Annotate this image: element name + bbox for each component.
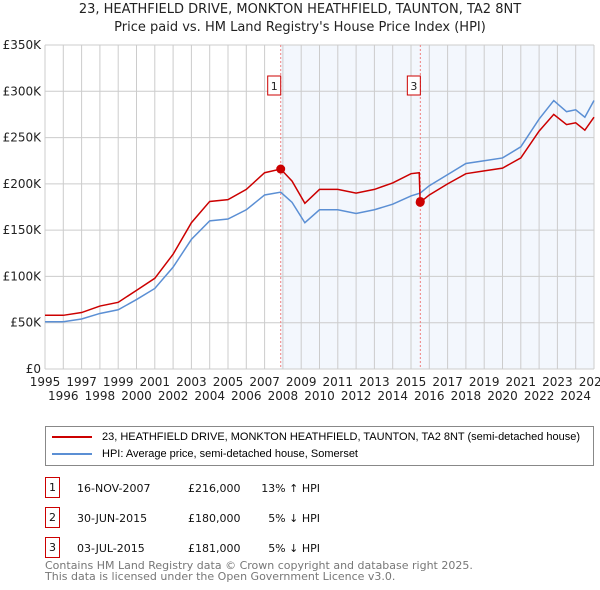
footer-line-1: Contains HM Land Registry data © Crown c… <box>45 559 473 572</box>
x-tick-label: 2024 <box>560 389 591 403</box>
x-tick-label: 2025 <box>579 375 600 389</box>
y-tick-label: £150K <box>3 223 43 237</box>
x-tick-label: 2005 <box>213 375 244 389</box>
sale-point <box>276 164 286 174</box>
series-line <box>45 99 595 323</box>
sale-point <box>415 196 425 206</box>
transaction-price: £180,000 <box>188 512 241 525</box>
chart-subtitle: Price paid vs. HM Land Registry's House … <box>114 20 486 35</box>
legend-property: 23, HEATHFIELD DRIVE, MONKTON HEATHFIELD… <box>102 431 581 443</box>
transaction-price: £181,000 <box>188 542 241 555</box>
transaction-marker: 3 <box>45 537 60 558</box>
x-tick-label: 2012 <box>341 389 372 403</box>
x-tick-label: 2001 <box>140 375 171 389</box>
transaction-hpi: 5% ↓ HPI <box>268 542 320 555</box>
x-tick-label: 2020 <box>487 389 518 403</box>
x-tick-label: 1999 <box>103 375 134 389</box>
y-tick-label: £50K <box>10 316 42 330</box>
transaction-row: 1 16-NOV-2007 £216,000 13% ↑ HPI <box>45 477 445 502</box>
y-tick-label: £200K <box>3 177 43 191</box>
sale-marker-label: 1 <box>267 75 282 96</box>
x-tick-label: 2003 <box>176 375 207 389</box>
x-tick-label: 2021 <box>506 375 537 389</box>
x-tick-label: 1998 <box>85 389 116 403</box>
x-tick-label: 2016 <box>414 389 445 403</box>
footer: Contains HM Land Registry data © Crown c… <box>45 560 473 582</box>
x-tick-label: 2013 <box>359 375 390 389</box>
transaction-hpi: 5% ↓ HPI <box>268 512 320 525</box>
x-tick-label: 2018 <box>451 389 482 403</box>
x-tick-label: 1997 <box>66 375 97 389</box>
sale-label-box <box>406 75 421 96</box>
transaction-date: 30-JUN-2015 <box>77 512 148 525</box>
legend-hpi: HPI: Average price, semi-detached house,… <box>102 448 358 460</box>
transaction-marker: 1 <box>45 477 60 498</box>
x-tick-label: 2023 <box>542 375 573 389</box>
x-tick-label: 2014 <box>377 389 408 403</box>
x-tick-label: 2000 <box>121 389 152 403</box>
x-tick-label: 2019 <box>469 375 500 389</box>
y-tick-label: £250K <box>3 131 43 145</box>
x-tick-label: 2009 <box>286 375 317 389</box>
chart-title: 23, HEATHFIELD DRIVE, MONKTON HEATHFIELD… <box>78 2 522 17</box>
x-tick-label: 2017 <box>432 375 463 389</box>
legend: 23, HEATHFIELD DRIVE, MONKTON HEATHFIELD… <box>45 426 594 466</box>
sale-label-text: 3 <box>410 80 417 93</box>
y-tick-label: £100K <box>3 269 43 283</box>
x-tick-label: 2006 <box>231 389 262 403</box>
x-tick-label: 2010 <box>304 389 335 403</box>
x-tick-label: 2008 <box>268 389 299 403</box>
y-tick-label: £0 <box>26 362 41 376</box>
transaction-row: 2 30-JUN-2015 £180,000 5% ↓ HPI <box>45 507 445 532</box>
y-tick-label: £300K <box>3 84 43 98</box>
transaction-marker: 2 <box>45 507 60 528</box>
legend-blue-line <box>52 453 92 455</box>
transaction-row: 3 03-JUL-2015 £181,000 5% ↓ HPI <box>45 537 445 562</box>
shaded-region <box>280 45 594 369</box>
y-tick-label: £350K <box>3 38 43 52</box>
price-chart: 1995199619971998199920002001200220032004… <box>3 38 600 403</box>
sale-marker-label: 3 <box>406 75 421 96</box>
footer-line-2: This data is licensed under the Open Gov… <box>45 570 396 583</box>
transaction-hpi: 13% ↑ HPI <box>261 482 320 495</box>
x-tick-label: 2015 <box>396 375 427 389</box>
x-tick-label: 2011 <box>323 375 354 389</box>
series-line <box>45 113 595 317</box>
sale-label-box <box>267 75 282 96</box>
x-tick-label: 2007 <box>249 375 280 389</box>
x-tick-label: 2002 <box>158 389 189 403</box>
transaction-date: 16-NOV-2007 <box>77 482 151 495</box>
x-tick-label: 2004 <box>194 389 225 403</box>
sale-label-text: 1 <box>271 80 278 93</box>
x-tick-label: 1995 <box>30 375 61 389</box>
x-tick-label: 2022 <box>524 389 555 403</box>
legend-red-line <box>52 436 92 438</box>
transaction-date: 03-JUL-2015 <box>77 542 145 555</box>
x-tick-label: 1996 <box>48 389 79 403</box>
transaction-price: £216,000 <box>188 482 241 495</box>
